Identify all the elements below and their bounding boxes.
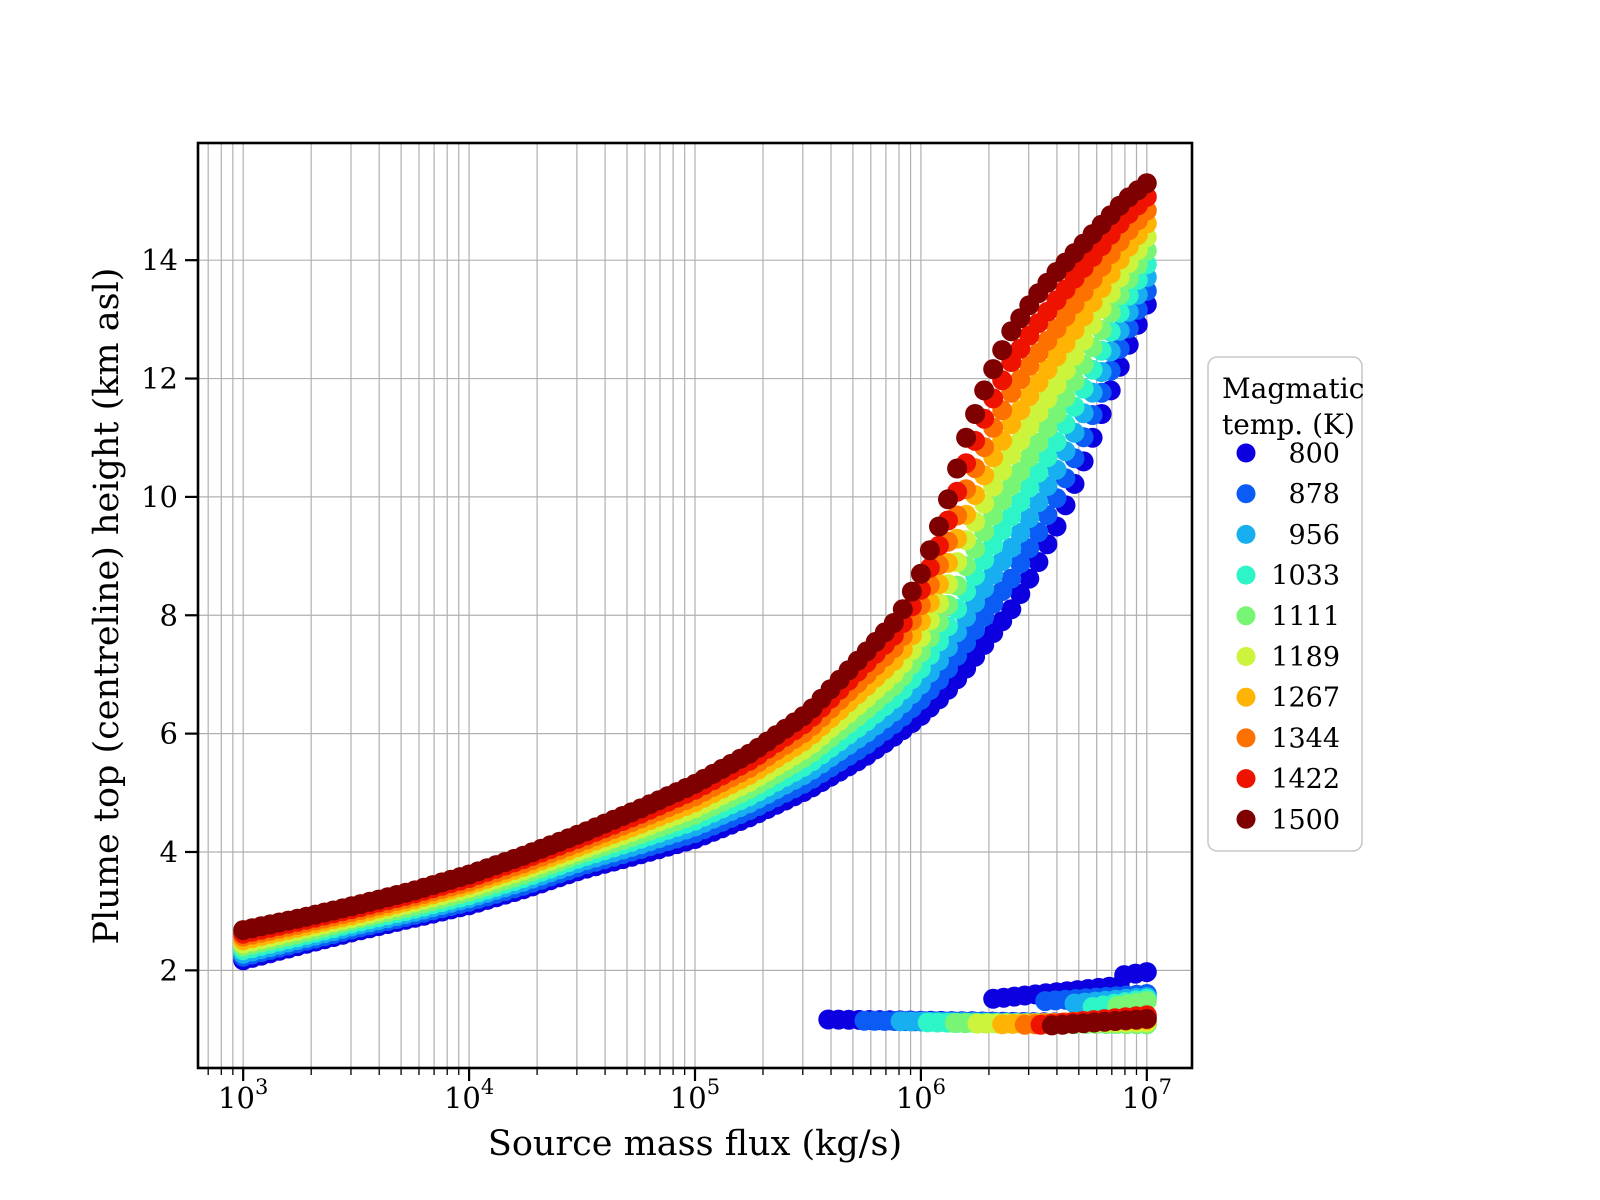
legend-title-line1: Magmatic [1222,372,1364,405]
legend-label: 1422 [1271,764,1340,795]
data-point [892,599,913,620]
legend-marker [1236,524,1256,544]
data-point [1136,173,1157,194]
data-point [1028,492,1049,513]
legend-marker [1236,728,1256,748]
x-tick-label: 103 [218,1075,268,1115]
legend-marker [1236,687,1256,707]
data-point [1037,447,1058,468]
legend-entry-1111: 1111 [1236,601,1340,632]
data-point [1010,584,1031,604]
y-tick-label: 4 [160,835,178,869]
legend-label: 1267 [1271,683,1340,714]
legend-marker [1236,809,1256,829]
legend-label: 878 [1288,479,1340,510]
data-point [938,489,958,510]
data-point [1010,461,1031,482]
x-tick-label: 107 [1122,1075,1172,1115]
data-point [919,540,940,561]
data-point [965,404,986,424]
legend-entry-1033: 1033 [1236,561,1340,592]
legend-entries: 800 878 956 1033 1111 1189 1267 1344 1422 1500 [1236,439,1340,836]
data-point [1046,375,1067,396]
data-point [1019,477,1040,498]
y-tick-label: 14 [141,243,178,277]
legend-entry-1500: 1500 [1236,805,1340,836]
data-point [1010,522,1031,543]
y-axis-label: Plume top (centreline) height (km asl) [87,268,127,945]
y-tick-label: 8 [160,598,178,632]
data-point [1010,492,1031,512]
data-point [1136,991,1157,1012]
data-point [992,520,1013,541]
data-point [1001,599,1022,620]
legend-entry-800: 800 [1236,439,1340,470]
legend-label: 1189 [1271,642,1340,673]
data-point [1010,430,1031,451]
legend-entry-1422: 1422 [1236,764,1340,795]
legend: Magmatic temp. (K) 800 878 956 1033 1111 1189… [1207,356,1364,852]
data-point [1019,447,1040,468]
legend-marker [1236,484,1256,504]
grid-layer [198,143,1192,1068]
legend-label: 1033 [1271,561,1340,592]
legend-marker [1236,606,1256,626]
data-point [910,563,931,584]
y-tick-label: 2 [160,953,178,987]
data-point [1019,568,1040,589]
data-point [1001,444,1022,465]
y-tick-label: 6 [160,717,178,751]
data-point [992,340,1013,361]
legend-label: 956 [1288,520,1340,551]
legend-title-line2: temp. (K) [1222,408,1355,441]
data-point [929,516,949,537]
legend-entry-1267: 1267 [1236,683,1340,714]
legend-label: 1500 [1271,805,1340,836]
x-tick-label: 105 [670,1075,720,1115]
legend-label: 800 [1288,439,1340,470]
legend-marker [1236,443,1256,463]
x-tick-label: 106 [896,1075,946,1115]
legend-label: 1344 [1271,723,1340,754]
data-point [1046,403,1067,424]
legend-entry-1344: 1344 [1236,723,1340,754]
series-1500K [233,173,1157,1036]
legend-marker [1236,647,1256,666]
data-point [1028,522,1049,543]
data-point [1001,568,1022,589]
data-point [1028,462,1049,483]
data-point [1028,432,1049,453]
data-point [1136,1008,1157,1029]
data-point [1136,962,1157,983]
y-tick-label: 10 [141,480,178,514]
data-point [1019,508,1040,528]
data-point [1037,418,1058,439]
legend-entry-878: 878 [1236,479,1340,510]
data-point [956,427,977,448]
data-point [1001,537,1022,558]
legend-entry-956: 956 [1236,520,1340,551]
x-tick-label: 104 [444,1075,494,1115]
x-axis-label: Source mass flux (kg/s) [488,1124,902,1164]
legend-box [1207,356,1363,852]
data-point [974,380,995,401]
data-point [947,458,968,479]
y-tick-label: 12 [141,362,178,396]
data-point [1019,538,1040,559]
data-point [1001,506,1022,527]
ticks-layer: 103 104 105 106 107 2 4 6 8 10 12 14 [141,243,1172,1115]
scatter-points-layer [233,173,1157,1036]
legend-marker [1236,769,1256,789]
data-point [901,581,922,602]
legend-entry-1189: 1189 [1236,642,1340,673]
legend-marker [1236,565,1256,585]
data-point [1001,475,1022,496]
legend-label: 1111 [1271,601,1340,632]
data-point [1010,553,1031,574]
data-point [983,359,1004,380]
